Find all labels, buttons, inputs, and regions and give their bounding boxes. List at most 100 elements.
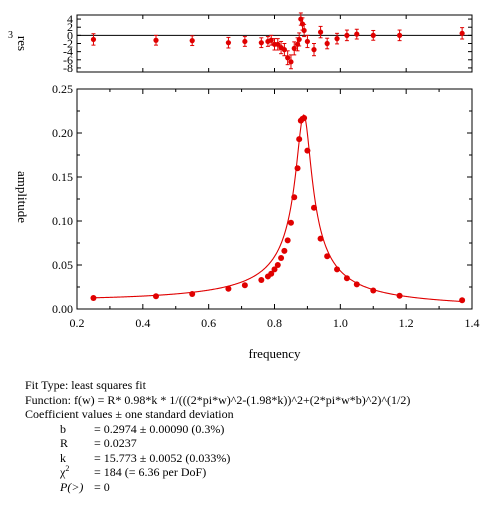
coef-name: R	[60, 436, 69, 450]
data-point	[317, 235, 324, 242]
p-name: P(>)	[25, 480, 94, 495]
residual-point	[370, 32, 376, 38]
data-point	[258, 276, 265, 283]
data-point	[296, 136, 303, 143]
data-point	[274, 262, 281, 268]
residual-point	[285, 55, 291, 61]
residual-y-tick-label: -2	[63, 37, 73, 51]
y-tick-label: 0.05	[52, 258, 73, 272]
y-axis-title: amplitude	[15, 171, 30, 223]
data-point	[324, 253, 331, 260]
chi-name: χ	[60, 465, 66, 479]
main-panel: 0.00 0.05 0.10 0.15 0.20 0.25 0.2 0.4 0.6 0.8 1.0 1…	[15, 82, 480, 361]
fit-type-text: Fit Type: least squares fit	[25, 378, 146, 392]
fit-info: Fit Type: least squares fit Function: f(…	[25, 378, 410, 494]
fit-curve	[93, 114, 463, 303]
coef-row-r: R = 0.0237	[25, 436, 410, 451]
x-tick-label: 1.4	[465, 316, 480, 330]
p-name-text: P(>)	[60, 479, 84, 494]
residual-point	[396, 32, 403, 38]
data-point	[225, 285, 232, 292]
data-point	[284, 237, 291, 244]
coef-name: b	[60, 421, 66, 436]
chi-sup: 2	[65, 464, 70, 473]
x-tick-label: 0.4	[135, 316, 150, 330]
residual-y-tick-label: 2	[67, 20, 73, 34]
data-point	[90, 295, 97, 301]
data-point	[311, 204, 317, 211]
data-point	[189, 291, 196, 298]
chi-square-row: χ2 = 184 (= 6.36 per DoF)	[25, 465, 410, 480]
y-tick-label: 0.25	[52, 82, 73, 96]
data-point	[271, 266, 278, 273]
data-point	[396, 292, 403, 299]
x-tick-label: 0.8	[267, 316, 282, 330]
data-point	[343, 275, 350, 282]
coef-value: = 15.773 ± 0.0052 (0.033%)	[94, 450, 231, 465]
residual-point	[275, 41, 281, 47]
residual-point	[153, 37, 159, 43]
data-point	[241, 282, 248, 289]
residual-point	[344, 32, 350, 38]
residual-y-tick-label: 0	[67, 28, 73, 42]
residual-y-tick-label: -4	[63, 45, 73, 59]
data-point	[291, 194, 298, 201]
residual-point	[225, 40, 232, 46]
coef-value: = 0.2974 ± 0.00090 (0.3%)	[94, 421, 225, 436]
p-value-row: P(>) = 0	[25, 480, 410, 495]
data-point	[334, 266, 341, 273]
residual-point	[258, 40, 264, 46]
x-tick-label: 1.2	[399, 316, 414, 330]
coef-name: k	[60, 450, 66, 465]
residual-point	[189, 38, 195, 44]
y-tick-label: 0.20	[52, 126, 73, 140]
residual-point	[324, 40, 330, 47]
residual-point	[304, 38, 311, 45]
residual-y-prefix: 3	[8, 30, 13, 41]
data-point	[281, 247, 288, 254]
data-point	[294, 165, 301, 172]
residual-y-tick-label: 4	[67, 12, 73, 26]
residual-point	[334, 36, 340, 42]
residual-y-title: res	[15, 36, 30, 51]
p-value: = 0	[94, 479, 110, 494]
residual-point	[90, 36, 97, 43]
residual-point	[311, 47, 317, 53]
main-plot-frame	[76, 88, 473, 310]
coef-row-b: b = 0.2974 ± 0.00090 (0.3%)	[25, 422, 410, 437]
data-point	[304, 147, 311, 154]
residual-point	[242, 38, 248, 45]
x-axis-title: frequency	[249, 346, 301, 361]
data-point	[153, 293, 159, 300]
data-point	[278, 254, 285, 261]
data-point	[459, 297, 466, 304]
fit-function-text: Function: f(w) = R* 0.98*k * 1/(((2*pi*w…	[25, 392, 411, 407]
coef-heading: Coefficient values ± one standard deviat…	[25, 407, 234, 421]
x-tick-label: 1.0	[333, 316, 348, 330]
data-point	[268, 270, 275, 277]
residual-point	[301, 27, 307, 34]
residual-point	[317, 29, 324, 35]
x-tick-label: 0.6	[201, 316, 216, 330]
x-tick-label: 0.2	[70, 316, 85, 330]
data-point	[301, 115, 308, 122]
residual-point	[296, 36, 302, 43]
residual-y-tick-label: -8	[63, 61, 73, 75]
chi-square-value: = 184 (= 6.36 per DoF)	[94, 465, 207, 479]
y-tick-label: 0.10	[52, 214, 73, 228]
y-tick-label: 0.15	[52, 170, 73, 184]
coef-row-k: k = 15.773 ± 0.0052 (0.033%)	[25, 451, 410, 466]
data-point	[353, 281, 360, 288]
residual-y-tick-label: -6	[63, 53, 73, 67]
residual-point	[288, 59, 294, 65]
chi-square-symbol: χ2	[25, 465, 94, 480]
coef-value: = 0.0237	[94, 436, 137, 450]
data-point	[370, 287, 377, 294]
residual-point	[354, 31, 360, 37]
data-point	[287, 219, 294, 226]
residual-point	[281, 47, 287, 53]
residual-point	[459, 30, 465, 36]
y-tick-label: 0.00	[52, 302, 73, 316]
